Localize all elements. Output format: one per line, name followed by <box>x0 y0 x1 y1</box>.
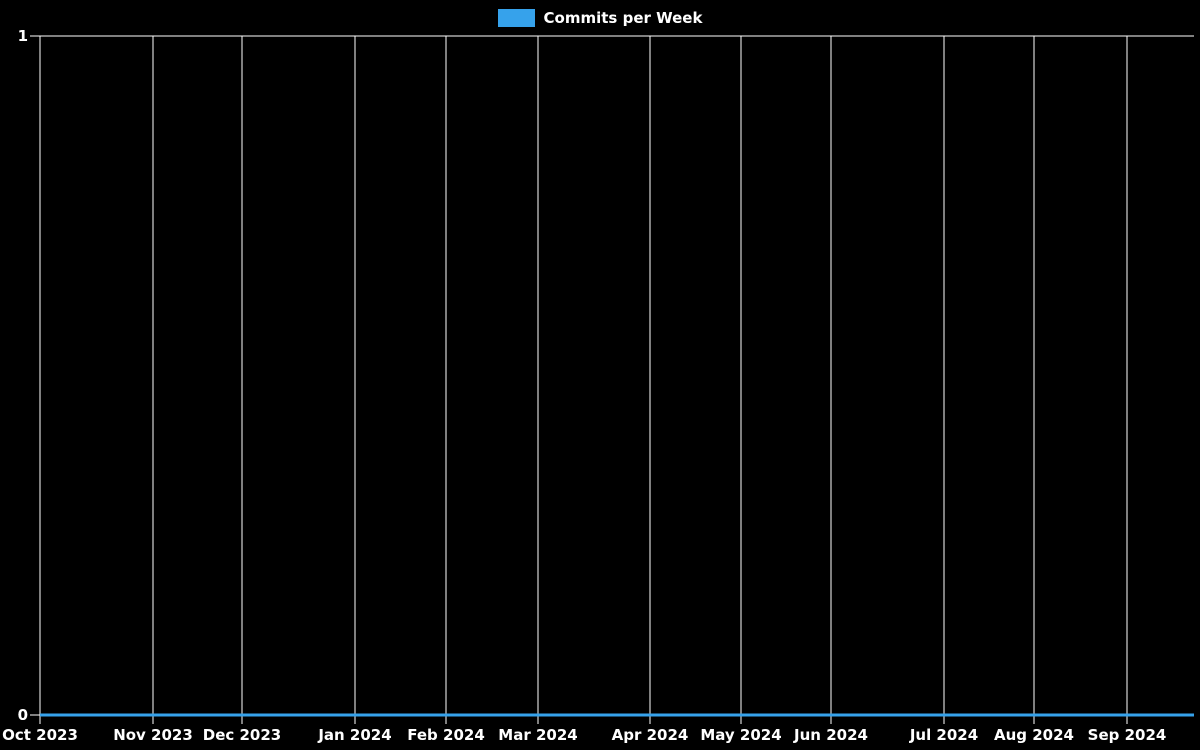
legend-swatch <box>497 9 535 27</box>
legend-label: Commits per Week <box>543 9 703 27</box>
y-tick-label: 0 <box>18 706 28 724</box>
x-tick-label: Aug 2024 <box>994 726 1074 744</box>
x-tick-label: Jul 2024 <box>909 726 978 744</box>
x-tick-label: Jan 2024 <box>317 726 391 744</box>
x-tick-label: May 2024 <box>700 726 781 744</box>
x-tick-label: Mar 2024 <box>498 726 577 744</box>
x-tick-label: Dec 2023 <box>203 726 282 744</box>
y-tick-label: 1 <box>18 27 28 45</box>
x-tick-label: Nov 2023 <box>113 726 193 744</box>
chart-legend: Commits per Week <box>0 8 1200 28</box>
x-tick-label: Oct 2023 <box>2 726 78 744</box>
x-tick-label: Sep 2024 <box>1088 726 1167 744</box>
x-tick-label: Feb 2024 <box>407 726 485 744</box>
x-tick-label: Apr 2024 <box>612 726 689 744</box>
x-tick-label: Jun 2024 <box>793 726 868 744</box>
